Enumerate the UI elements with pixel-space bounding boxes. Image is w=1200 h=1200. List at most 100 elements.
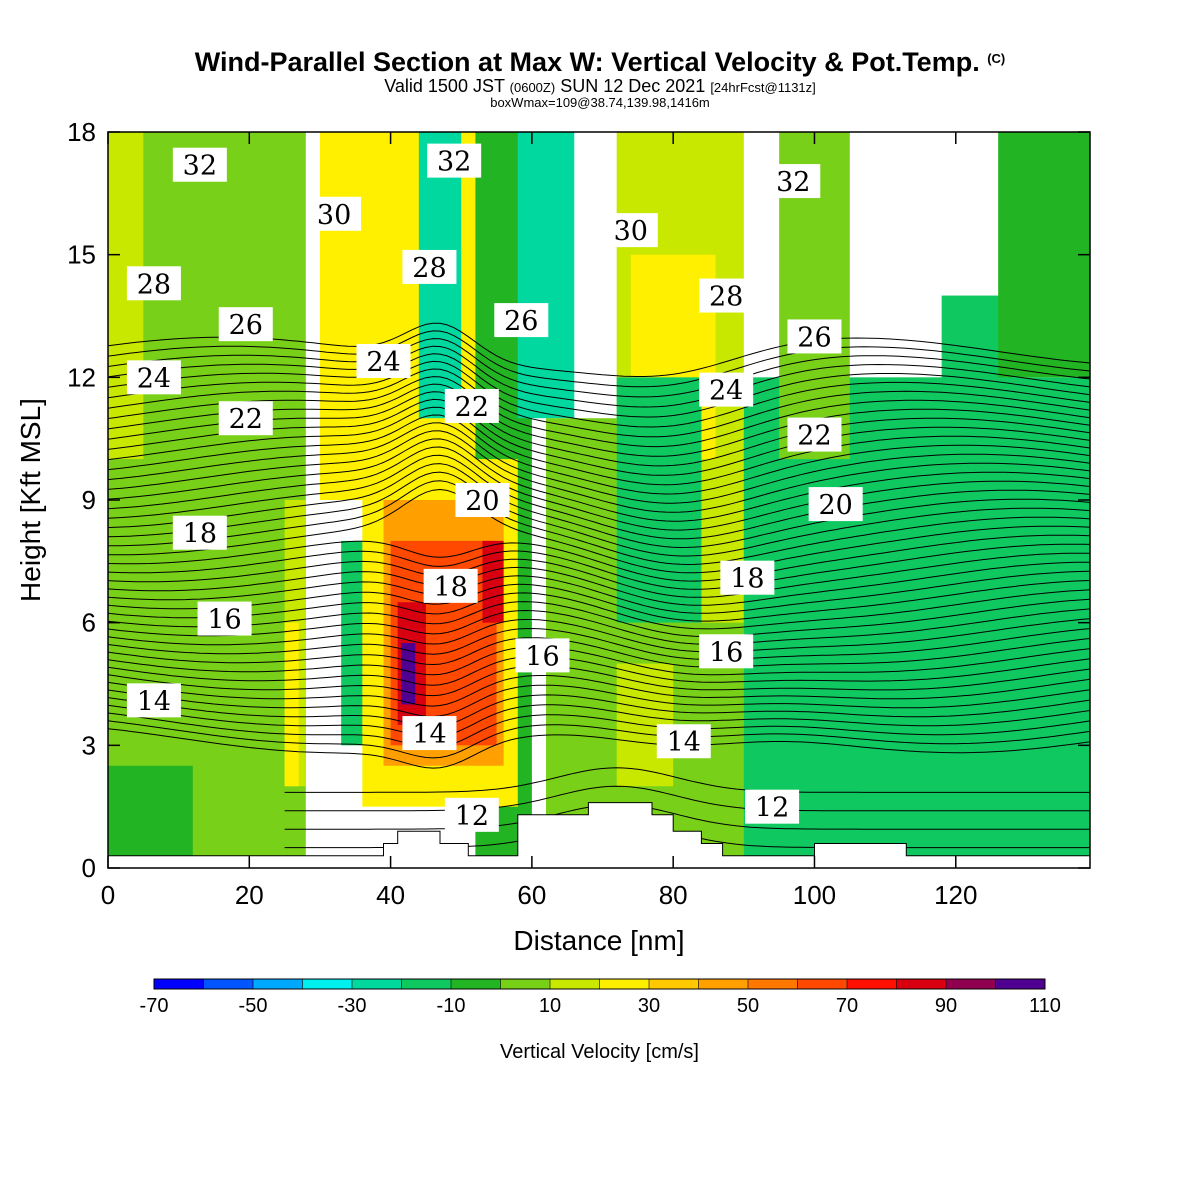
x-tick-label: 100 xyxy=(793,880,836,910)
theta-contour-27.5 xyxy=(108,414,1090,495)
svg-text:30: 30 xyxy=(614,216,648,247)
svg-text:12: 12 xyxy=(755,793,789,824)
contour-label-28: 28 xyxy=(126,266,181,301)
theta-contour-16 xyxy=(108,655,1090,686)
colorbar-tick-label: 50 xyxy=(737,995,759,1017)
theta-contour-22.5 xyxy=(108,534,1090,582)
vv-region-25 xyxy=(998,132,1090,378)
y-tick-label: 0 xyxy=(82,853,96,883)
svg-text:14: 14 xyxy=(137,686,171,717)
contour-label-26: 26 xyxy=(494,303,549,338)
theta-contour-low-1 xyxy=(284,804,1090,830)
contour-label-30: 30 xyxy=(603,213,658,248)
x-tick-label: 20 xyxy=(235,880,264,910)
theta-contour-28 xyxy=(108,406,1090,486)
contour-label-26: 26 xyxy=(787,319,842,354)
contour-label-26: 26 xyxy=(218,307,273,342)
theta-contour-30 xyxy=(108,376,1090,448)
contour-label-20: 20 xyxy=(455,483,510,517)
contour-label-32: 32 xyxy=(766,164,821,199)
theta-contour-19.5 xyxy=(108,589,1090,630)
colorbar-tick-label: -50 xyxy=(239,995,268,1017)
svg-text:32: 32 xyxy=(437,147,471,178)
contour-label-28: 28 xyxy=(699,278,754,313)
axes: 0 20 40 60 80 100 120 0 3 6 9 12 15 18 Distance [nm] He… xyxy=(15,117,1090,956)
theta-contour-13 xyxy=(108,712,1090,749)
vv-region-14 xyxy=(401,643,416,705)
svg-text:28: 28 xyxy=(412,253,446,284)
vv-region-9 xyxy=(517,132,575,419)
theta-contour-12.5 xyxy=(108,720,1090,759)
contour-label-20: 20 xyxy=(808,487,863,522)
colorbar-swatch xyxy=(847,979,897,989)
y-tick-label: 12 xyxy=(67,362,96,392)
svg-text:14: 14 xyxy=(412,719,446,750)
svg-text:28: 28 xyxy=(709,282,743,313)
contour-label-16: 16 xyxy=(699,634,754,669)
contour-label-24: 24 xyxy=(356,343,411,378)
svg-text:18: 18 xyxy=(433,572,467,603)
chart-title-block: Wind-Parallel Section at Max W: Vertical… xyxy=(0,44,1200,109)
colorbar-swatch xyxy=(599,979,649,989)
theta-contour-23.5 xyxy=(108,480,1090,566)
contour-labels: 32 32 32 30 30 28 28 28 26 26 26 24 24 24 22 22 22 20 20 18… xyxy=(126,143,863,832)
theta-contour-32.5 xyxy=(108,338,1090,398)
svg-text:18: 18 xyxy=(183,519,217,550)
svg-text:24: 24 xyxy=(137,363,171,394)
svg-text:16: 16 xyxy=(709,637,743,668)
colorbar-swatch xyxy=(253,979,303,989)
contour-label-24: 24 xyxy=(699,372,754,407)
vv-region-1 xyxy=(108,765,193,868)
theta-contour-21.5 xyxy=(108,552,1090,598)
colorbar-swatch xyxy=(451,979,501,989)
svg-text:26: 26 xyxy=(797,322,831,353)
colorbar-swatch xyxy=(302,979,352,989)
theta-contour-15.5 xyxy=(108,665,1090,697)
svg-text:12: 12 xyxy=(455,801,489,832)
contour-label-18: 18 xyxy=(172,515,227,550)
colorbar-tick-label: -10 xyxy=(437,995,466,1017)
theta-contour-17 xyxy=(108,637,1090,668)
x-tick-label: 60 xyxy=(517,880,546,910)
theta-contour-25.5 xyxy=(108,446,1090,531)
theta-contour-24 xyxy=(108,471,1090,557)
y-tick-label: 9 xyxy=(82,485,96,515)
contour-label-28: 28 xyxy=(402,249,457,284)
theta-contour-14.5 xyxy=(108,684,1090,718)
contour-label-16: 16 xyxy=(515,638,570,673)
theta-contour-21 xyxy=(108,561,1090,606)
terrain xyxy=(108,802,1090,868)
chart-title: Wind-Parallel Section at Max W: Vertical… xyxy=(194,47,1006,77)
theta-contour-32 xyxy=(108,345,1090,408)
contour-label-14: 14 xyxy=(656,724,711,759)
theta-contour-13.5 xyxy=(108,704,1090,738)
terrain-mask xyxy=(108,802,1090,868)
theta-contour-20.5 xyxy=(108,570,1090,614)
contour-label-18: 18 xyxy=(423,568,478,603)
theta-contour-24.5 xyxy=(108,463,1090,549)
colorbar-tick-label: 90 xyxy=(935,995,957,1017)
svg-text:30: 30 xyxy=(317,200,351,231)
colorbar-swatch xyxy=(500,979,550,989)
contour-label-16: 16 xyxy=(197,601,252,636)
colorbar-swatch xyxy=(748,979,798,989)
svg-text:22: 22 xyxy=(229,404,263,435)
svg-text:26: 26 xyxy=(229,310,263,341)
contour-label-18: 18 xyxy=(720,560,775,595)
x-tick-label: 120 xyxy=(934,880,977,910)
vv-region-15 xyxy=(482,540,504,623)
colorbar-tick-label: 110 xyxy=(1029,995,1061,1017)
contour-label-32: 32 xyxy=(172,147,227,182)
contour-label-14: 14 xyxy=(126,683,181,718)
colorbar-tick-label: 10 xyxy=(539,995,561,1017)
svg-text:32: 32 xyxy=(776,167,810,198)
theta-contour-14 xyxy=(108,694,1090,728)
x-tick-label: 40 xyxy=(376,880,405,910)
contour-label-22: 22 xyxy=(218,401,273,436)
y-tick-label: 18 xyxy=(67,117,96,147)
colorbar-tick-label: -70 xyxy=(140,995,169,1017)
vv-region-20 xyxy=(616,377,702,623)
theta-contour-12 xyxy=(108,728,1090,769)
colorbar-swatch xyxy=(896,979,946,989)
svg-text:26: 26 xyxy=(504,306,538,337)
